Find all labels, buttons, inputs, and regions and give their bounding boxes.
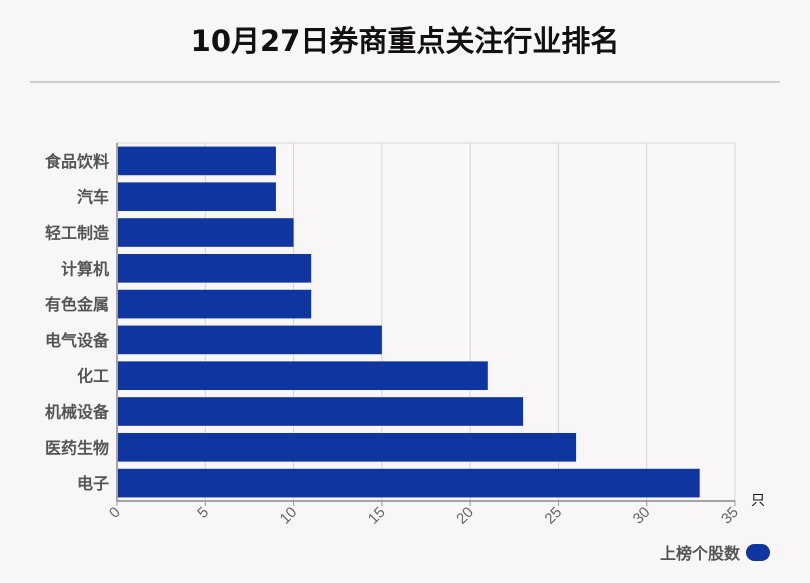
x-axis-unit: 只 xyxy=(751,493,765,509)
x-tick-label: 5 xyxy=(194,504,212,522)
y-category-label: 机械设备 xyxy=(45,403,110,422)
y-category-label: 计算机 xyxy=(61,259,109,278)
x-tick-label: 35 xyxy=(718,504,742,528)
y-category-label: 电气设备 xyxy=(45,331,110,350)
bar xyxy=(118,253,312,283)
bar xyxy=(118,325,382,355)
x-tick-label: 30 xyxy=(630,504,654,528)
bar xyxy=(118,432,577,462)
x-tick-label: 20 xyxy=(453,504,477,528)
title-divider xyxy=(30,81,780,83)
bar xyxy=(118,397,524,426)
y-category-label: 食品饮料 xyxy=(44,152,109,171)
bar xyxy=(118,361,488,391)
chart-title: 10月27日券商重点关注行业排名 xyxy=(190,24,620,58)
bar xyxy=(118,146,276,176)
x-tick-label: 25 xyxy=(541,504,565,528)
y-category-label: 医药生物 xyxy=(45,438,109,457)
x-tick-label: 10 xyxy=(277,504,301,528)
bar xyxy=(118,182,276,212)
y-category-label: 轻工制造 xyxy=(45,224,110,243)
legend-label: 上榜个股数 xyxy=(659,544,740,563)
bar xyxy=(118,289,312,319)
x-tick-label: 15 xyxy=(365,504,389,528)
x-tick-label: 0 xyxy=(106,504,124,522)
bar xyxy=(118,218,294,247)
bar xyxy=(118,468,700,498)
legend: 上榜个股数 xyxy=(660,540,770,564)
legend-swatch xyxy=(746,543,770,561)
y-category-label: 有色金属 xyxy=(45,295,109,314)
y-category-label: 汽车 xyxy=(77,188,109,207)
y-category-label: 电子 xyxy=(77,474,109,493)
y-category-label: 化工 xyxy=(77,367,109,386)
